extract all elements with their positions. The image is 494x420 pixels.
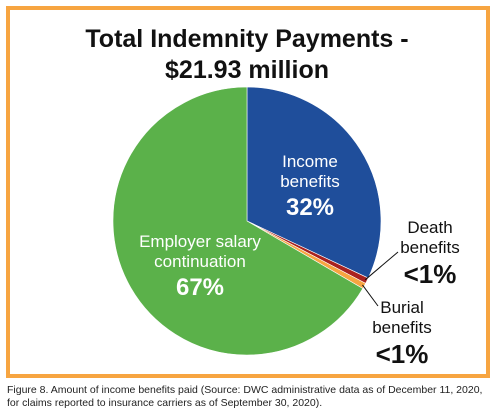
caption-line1: Figure 8. Amount of income benefits paid… [7,384,483,396]
leader-line-burial-benefits [362,284,379,307]
burial-benefits-name-line1: Burial [380,298,424,317]
employer-salary-name-line1: Employer salary [139,232,261,251]
chart-title-line2: $21.93 million [165,56,329,84]
death-benefits-name-line2: benefits [400,238,460,257]
pie-slice-income-benefits [246,86,382,279]
slice-label-income-benefits: Income benefits 32% [262,152,358,222]
income-benefits-name-line1: Income [282,152,338,171]
income-benefits-name-line2: benefits [280,172,340,191]
caption-line2: for claims reported to insurance carrier… [7,397,323,409]
leader-line-death-benefits [364,251,399,281]
burial-benefits-pct: <1% [375,339,429,369]
slice-label-employer-salary: Employer salary continuation 67% [122,232,278,302]
income-benefits-pct: 32% [285,194,335,221]
death-benefits-pct: <1% [403,259,457,289]
figure-caption: Figure 8. Amount of income benefits paid… [7,384,491,410]
employer-salary-pct: 67% [175,274,225,301]
chart-title: Total Indemnity Payments - $21.93 millio… [0,24,494,86]
death-benefits-name-line1: Death [407,218,453,237]
pie-slice-employer-salary [112,86,364,356]
burial-benefits-name-line2: benefits [372,318,432,337]
slice-label-burial-benefits: Burial benefits <1% [360,298,444,368]
slice-label-death-benefits: Death benefits <1% [388,218,472,288]
employer-salary-name-line2: continuation [154,252,246,271]
chart-title-line1: Total Indemnity Payments - [85,25,409,53]
